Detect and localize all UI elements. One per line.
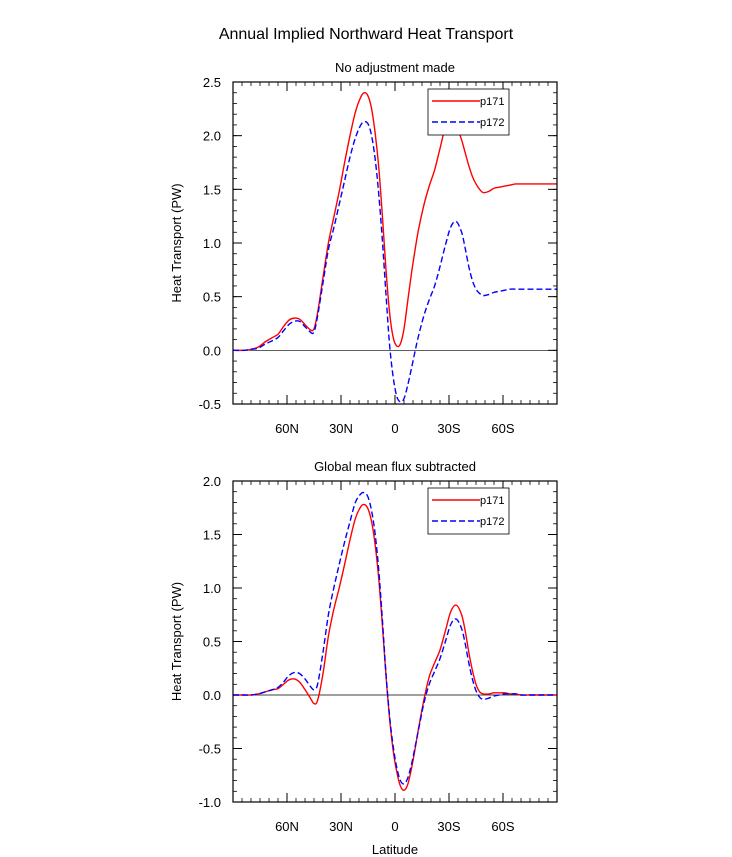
y-tick-label: -0.5 — [199, 397, 221, 412]
y-tick-label: 0.5 — [203, 290, 221, 305]
plot-frame — [232, 480, 558, 803]
y-tick-label: 0.0 — [203, 688, 221, 703]
y-tick-label: 1.0 — [203, 236, 221, 251]
y-tick-label: 0.5 — [203, 635, 221, 650]
y-tick-label: 2.5 — [203, 75, 221, 90]
x-tick-label: 60N — [275, 421, 299, 436]
chart-title: Global mean flux subtracted — [314, 459, 476, 474]
series-line-p171 — [233, 92, 557, 352]
chart-bottom: -1.0 -0.5 0.0 0.5 1.0 1.5 2.0 60N 30N 0 30S 60S Glob… — [169, 459, 558, 857]
x-tick-label: 30N — [329, 819, 353, 834]
x-tick-label: 60S — [491, 421, 514, 436]
x-tick-label: 30S — [437, 421, 460, 436]
y-tick-label: -1.0 — [199, 795, 221, 810]
y-tick-label: 0.0 — [203, 343, 221, 358]
legend: p171 p172 — [427, 487, 510, 535]
y-tick-label: 2.0 — [203, 474, 221, 489]
legend-label-p172: p172 — [480, 117, 504, 129]
y-axis-label: Heat Transport (PW) — [169, 183, 184, 302]
x-axis-label: Latitude — [372, 842, 418, 857]
x-tick-label: 30S — [437, 819, 460, 834]
x-tick-label: 60N — [275, 819, 299, 834]
legend: p171 p172 — [427, 88, 510, 136]
y-axis-label: Heat Transport (PW) — [169, 582, 184, 701]
x-tick-label: 60S — [491, 819, 514, 834]
legend-box — [427, 88, 510, 136]
x-tick-label: 30N — [329, 421, 353, 436]
chart-title: No adjustment made — [335, 60, 455, 75]
legend-label-p172: p172 — [480, 516, 504, 528]
y-tick-label: 1.5 — [203, 182, 221, 197]
x-tick-label: 0 — [391, 819, 398, 834]
series-line-p172 — [233, 491, 557, 785]
series-line-p172 — [233, 120, 557, 403]
chart-top: -0.5 0.0 0.5 1.0 1.5 2.0 2.5 60N 30N 0 30S 60S No ad… — [169, 60, 558, 436]
y-tick-label: 2.0 — [203, 129, 221, 144]
legend-label-p171: p171 — [480, 96, 504, 108]
x-tick-label: 0 — [391, 421, 398, 436]
series-line-p171 — [233, 503, 557, 791]
legend-label-p171: p171 — [480, 495, 504, 507]
legend-box — [427, 487, 510, 535]
y-tick-label: 1.5 — [203, 528, 221, 543]
plot-frame — [232, 81, 558, 405]
y-tick-label: -0.5 — [199, 742, 221, 757]
y-tick-label: 1.0 — [203, 581, 221, 596]
figure-title: Annual Implied Northward Heat Transport — [219, 26, 514, 43]
